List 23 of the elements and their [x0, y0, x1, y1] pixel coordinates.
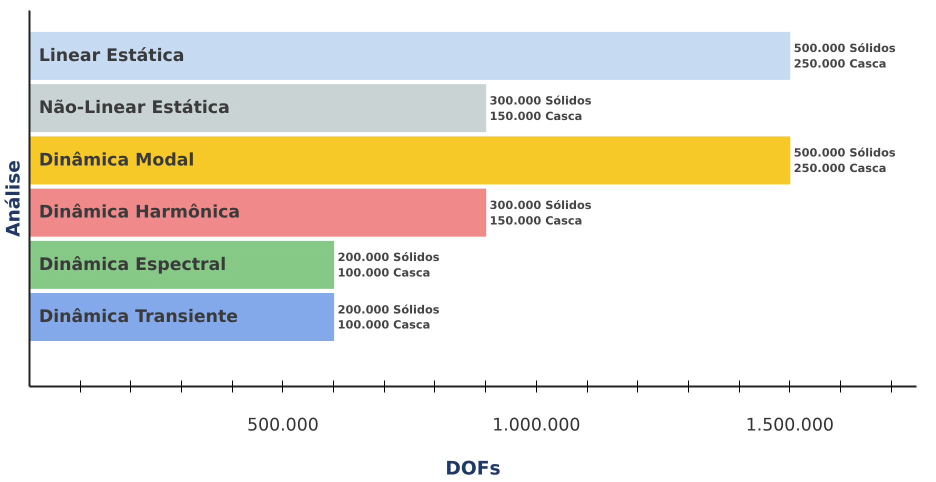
- bar: [30, 32, 790, 80]
- y-tick-label: Dinâmica Harmônica: [38, 202, 240, 223]
- annotation: 200.000 Sólidos 100.000 Casca: [338, 302, 440, 332]
- bar: [30, 188, 486, 237]
- annotation: 300.000 Sólidos 150.000 Casca: [490, 93, 592, 123]
- annotation: 500.000 Sólidos 250.000 Casca: [794, 41, 896, 71]
- y-axis-title: Análise: [4, 160, 24, 237]
- annotation: 500.000 Sólidos 250.000 Casca: [794, 146, 896, 176]
- x-axis-title: DOFs: [445, 458, 501, 480]
- y-tick-label: Dinâmica Modal: [38, 150, 194, 170]
- bar: [30, 136, 790, 184]
- y-tick-label: Dinâmica Espectral: [38, 254, 226, 275]
- annotation: 200.000 Sólidos 100.000 Casca: [338, 250, 440, 280]
- bar: [30, 240, 334, 289]
- x-tick-label: 1.000.000: [492, 416, 580, 436]
- y-tick-label: Linear Estática: [38, 46, 184, 66]
- y-tick-label: Dinâmica Transiente: [38, 307, 238, 328]
- bar: [30, 293, 334, 342]
- annotation: 300.000 Sólidos 150.000 Casca: [490, 198, 592, 228]
- bar: [30, 84, 486, 132]
- x-tick-label: 500.000: [247, 416, 319, 436]
- y-tick-label: Não-Linear Estática: [38, 98, 230, 118]
- x-tick-label: 1.500.000: [746, 416, 834, 436]
